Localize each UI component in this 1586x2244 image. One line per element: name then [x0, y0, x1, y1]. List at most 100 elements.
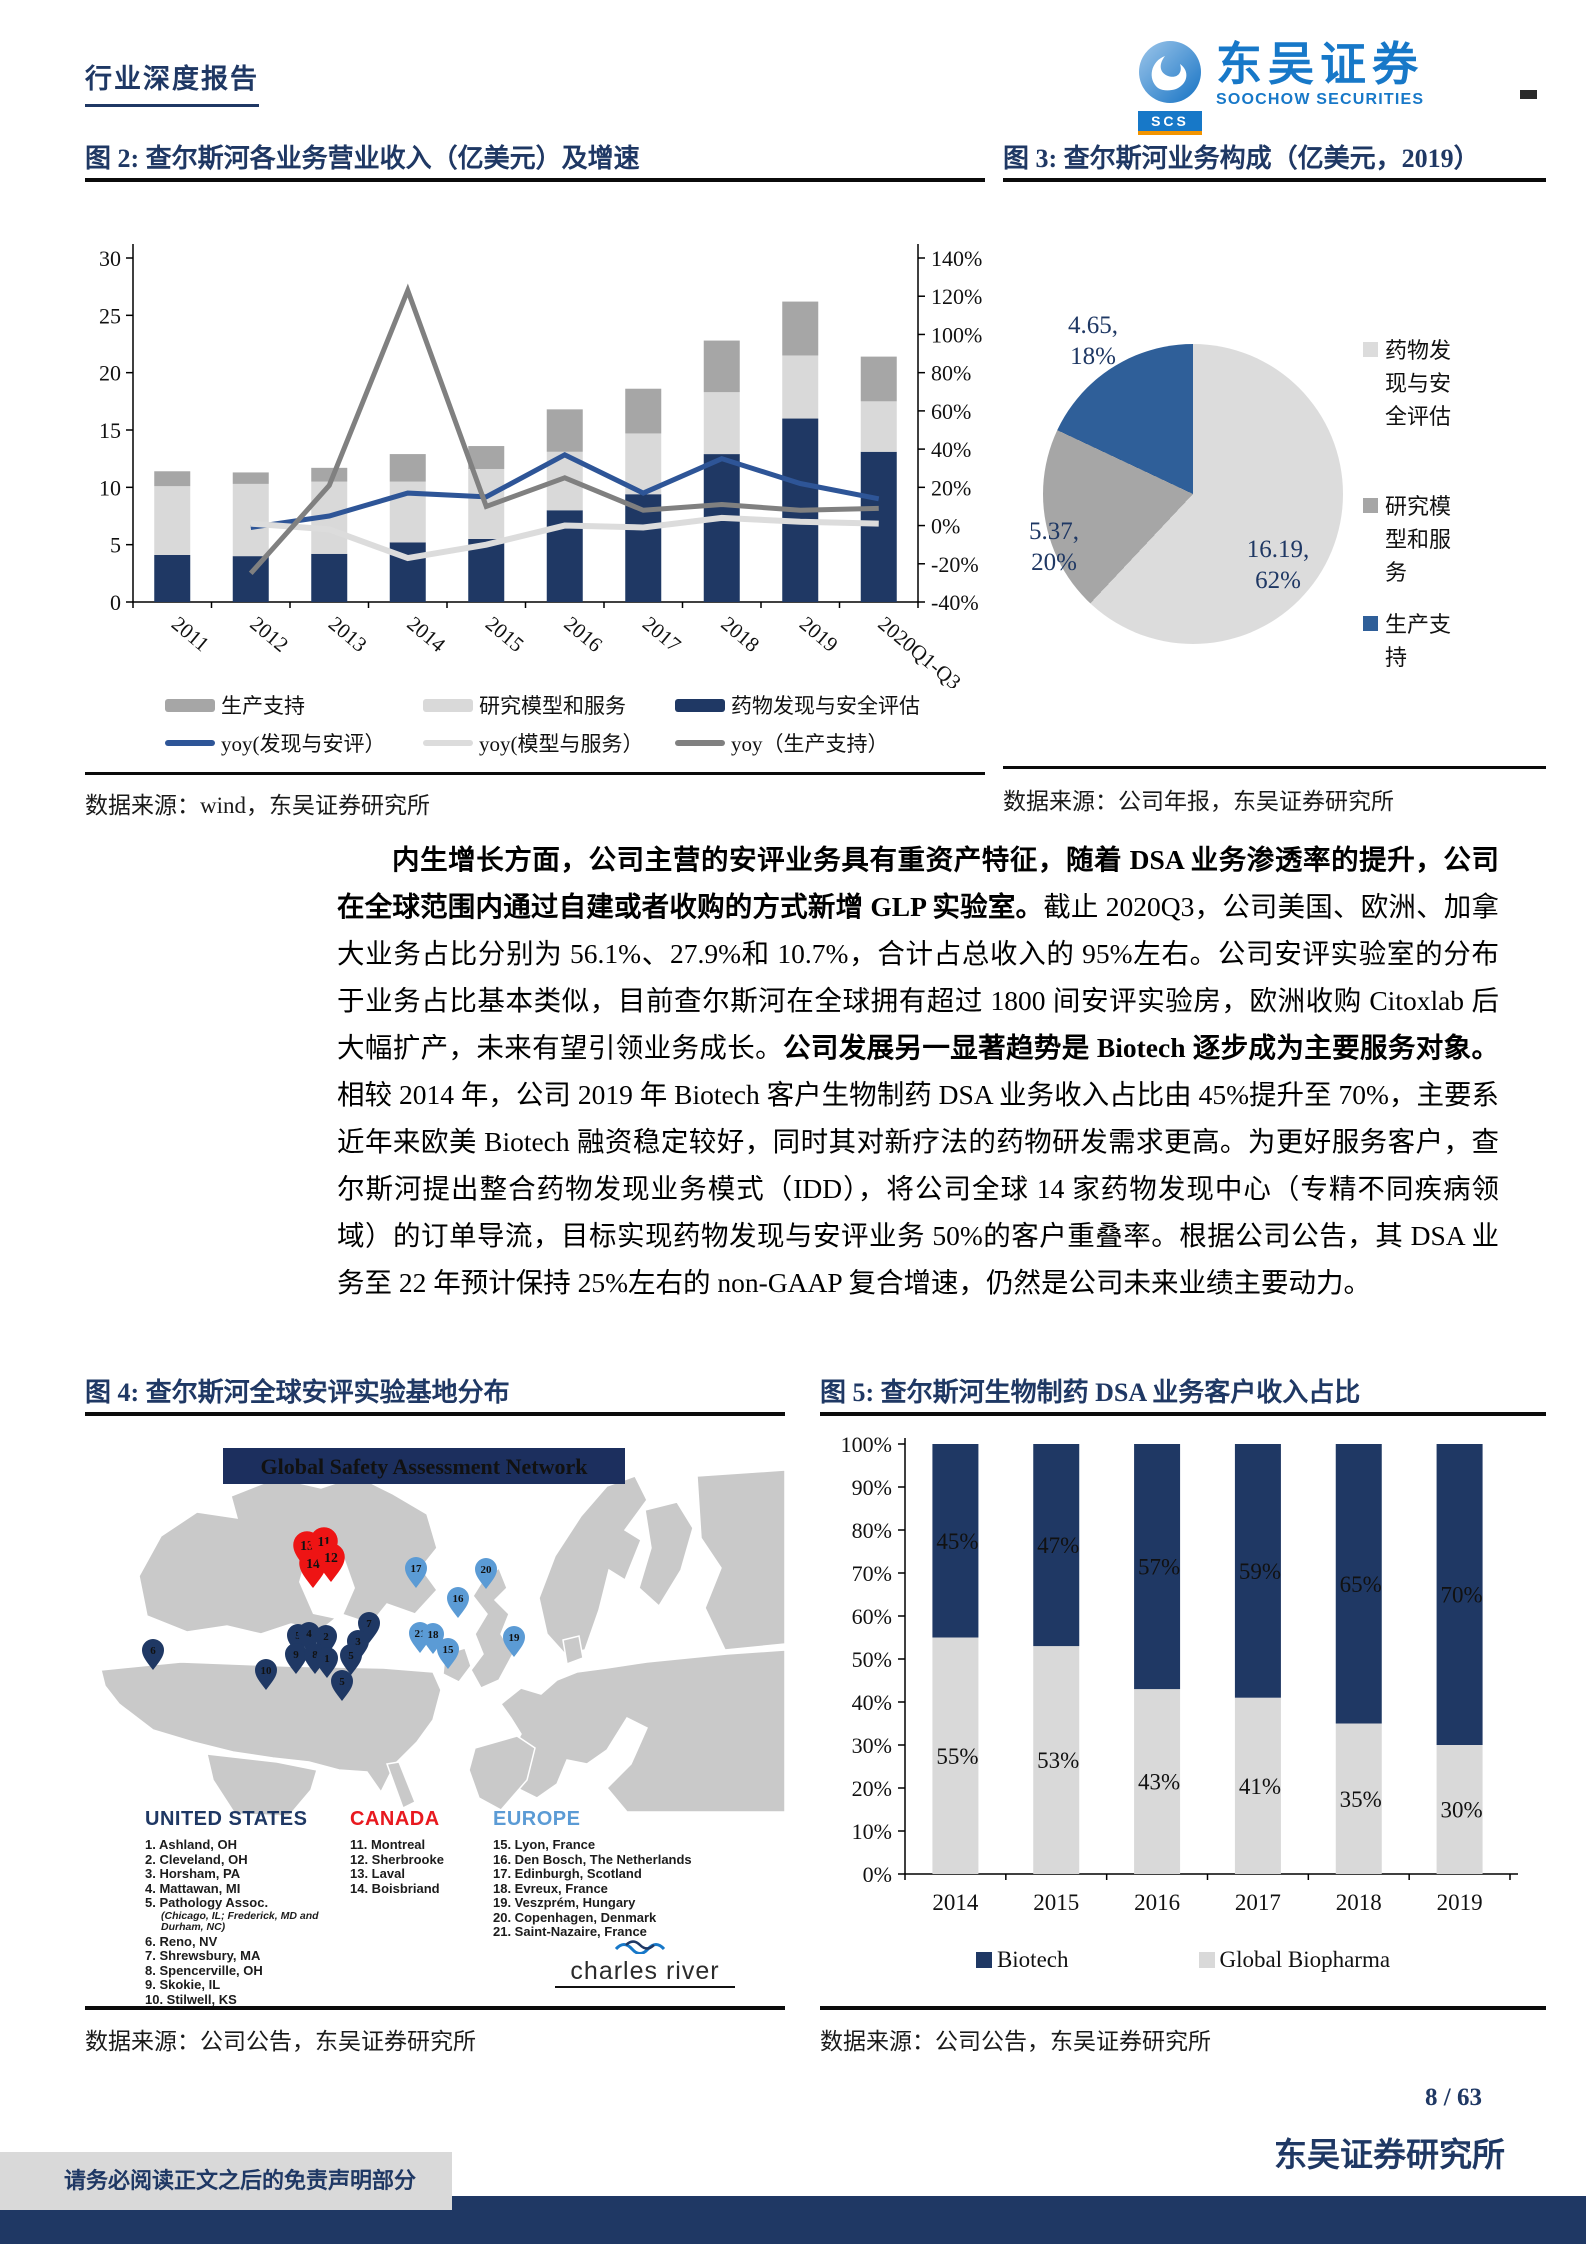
bar-data-label: 65%	[1340, 1572, 1382, 1597]
x-tick-label: 2016	[560, 611, 608, 656]
legend-item: yoy(发现与安评）	[165, 728, 386, 758]
legend-line-swatch	[423, 740, 473, 746]
region-header: UNITED STATES	[145, 1808, 308, 1830]
legend-item: yoy(模型与服务）	[423, 728, 644, 758]
fig5-axes	[898, 1438, 1518, 1880]
bar-segment	[860, 401, 897, 452]
map-location-item: 3. Horsham, PA	[145, 1866, 241, 1881]
svg-text:14: 14	[306, 1556, 320, 1571]
x-tick-label: 2011	[167, 611, 214, 656]
svg-text:15: 15	[99, 418, 121, 443]
map-location-item: 13. Laval	[350, 1866, 405, 1881]
map-pin: 10	[255, 1659, 277, 1690]
svg-text:16: 16	[453, 1593, 465, 1605]
body-normal-1: 截止 2020Q3，公司美国、欧洲、加拿大业务占比分别为 56.1%、27.9%…	[337, 891, 1499, 1063]
svg-text:5: 5	[110, 533, 121, 558]
legend-swatch	[165, 698, 215, 712]
figure5-chart: 0% 10% 20% 30% 40% 50% 60% 70% 80% 90% 100% 45% 55% 2…	[841, 1432, 1518, 1915]
map-location-item: 5. Pathology Assoc.	[145, 1895, 269, 1910]
brand-logo: SCS 东吴证券 SOOCHOW SECURITIES	[1138, 40, 1424, 135]
figure4-source: 数据来源：公司公告，东吴证券研究所	[85, 2029, 476, 2054]
legend-item: 生产支持	[1363, 608, 1457, 674]
figure2-title: 图 2: 查尔斯河各业务营业收入（亿美元）及增速	[85, 144, 640, 173]
bar-segment	[311, 467, 348, 482]
x-tick-label: 2019	[1437, 1890, 1483, 1915]
x-tick-label: 2013	[324, 611, 372, 656]
figure4-title-rule	[85, 1412, 785, 1416]
bar-segment	[703, 454, 740, 602]
legend-item: 生产支持	[165, 690, 305, 720]
figure3-source: 数据来源：公司年报，东吴证券研究所	[1003, 789, 1394, 814]
legend-label: 研究模型和服务	[479, 694, 626, 718]
bar-segment	[860, 356, 897, 402]
map-pin: 17	[405, 1557, 427, 1588]
report-type-label: 行业深度报告	[85, 57, 259, 107]
figure5-legend: Biotech Global Biopharma	[820, 1947, 1546, 1973]
legend-item: Biotech	[975, 1947, 1069, 1973]
svg-text:140%: 140%	[931, 246, 982, 271]
map-location-item: 18. Evreux, France	[493, 1880, 608, 1896]
figure3-title: 图 3: 查尔斯河业务构成（亿美元，2019）	[1003, 144, 1480, 173]
x-tick-label: 2018	[1336, 1890, 1382, 1915]
bar-segment	[782, 355, 819, 419]
bar-segment	[703, 340, 740, 393]
bar-data-label: 41%	[1239, 1774, 1281, 1799]
svg-text:40%: 40%	[931, 437, 971, 462]
bar-segment	[1033, 1646, 1080, 1874]
map-pin: 5	[340, 1644, 362, 1675]
legend-item: 研究模型和服务	[423, 690, 626, 720]
svg-text:6: 6	[150, 1645, 156, 1657]
body-bold-2: 公司发展另一显著趋势是 Biotech 逐步成为主要服务对象。	[783, 1032, 1499, 1063]
disclaimer-box: 请务必阅读正文之后的免责声明部分	[0, 2152, 452, 2210]
svg-text:3: 3	[355, 1636, 361, 1648]
brand-abbr: SCS	[1138, 111, 1202, 131]
bar-segment	[468, 446, 505, 469]
svg-text:80%: 80%	[931, 361, 971, 386]
legend-swatch	[975, 1952, 992, 1968]
map-banner: Global Safety Assessment Network	[223, 1448, 625, 1484]
svg-text:80%: 80%	[852, 1518, 892, 1543]
legend-item: 药物发现与安全评估	[1363, 334, 1457, 433]
bar-data-label: 55%	[936, 1744, 978, 1769]
bar-segment	[625, 388, 662, 434]
x-tick-label: 2015	[481, 611, 529, 656]
svg-text:25: 25	[99, 303, 121, 328]
bar-segment	[625, 433, 662, 495]
bar-segment	[1234, 1697, 1281, 1874]
svg-text:70%: 70%	[852, 1561, 892, 1586]
charles-river-wordmark: charles river	[570, 1957, 720, 1985]
svg-text:30: 30	[99, 246, 121, 271]
svg-text:21: 21	[415, 1628, 426, 1640]
map-location-item: 20. Copenhagen, Denmark	[493, 1909, 657, 1925]
svg-text:9: 9	[293, 1649, 299, 1661]
map-pin: 1	[316, 1647, 338, 1678]
map-pin: 15	[437, 1638, 459, 1669]
legend-label: yoy(发现与安评）	[221, 732, 386, 756]
figure3-title-rule	[1003, 178, 1546, 182]
figure5: 图 5: 查尔斯河生物制药 DSA 业务客户收入占比 0% 10% 20% 30% 40…	[820, 1372, 1546, 2062]
svg-text:7: 7	[366, 1618, 372, 1630]
svg-text:2: 2	[323, 1631, 329, 1643]
svg-text:20: 20	[99, 361, 121, 386]
svg-text:10: 10	[261, 1665, 273, 1677]
map-location-item: 8. Spencerville, OH	[145, 1962, 263, 1978]
bar-segment	[1335, 1444, 1382, 1724]
svg-text:20: 20	[481, 1564, 493, 1576]
map-region-list-canada: CANADA 11. Montreal 12. Sherbrooke 13. Lav…	[350, 1808, 500, 1896]
legend-item: Global Biopharma	[1198, 1947, 1390, 1973]
svg-text:-40%: -40%	[931, 590, 979, 615]
svg-text:100%: 100%	[931, 322, 982, 347]
bar-data-label: 70%	[1440, 1583, 1482, 1608]
figure3-pie	[1043, 344, 1343, 644]
x-tick-label: 2014	[932, 1890, 979, 1915]
figure3: 图 3: 查尔斯河业务构成（亿美元，2019） 4.65, 18% 5.37, …	[1003, 138, 1546, 828]
x-tick-label: 2020Q1-Q3	[874, 611, 966, 688]
bar-data-label: 47%	[1037, 1533, 1079, 1558]
bar-data-label: 43%	[1138, 1770, 1180, 1795]
bar-segment	[860, 451, 897, 602]
region-header: EUROPE	[493, 1808, 581, 1830]
legend-swatch	[1363, 342, 1378, 357]
map-region-list-europe: EUROPE 15. Lyon, France 16. Den Bosch, Th…	[493, 1808, 783, 1940]
